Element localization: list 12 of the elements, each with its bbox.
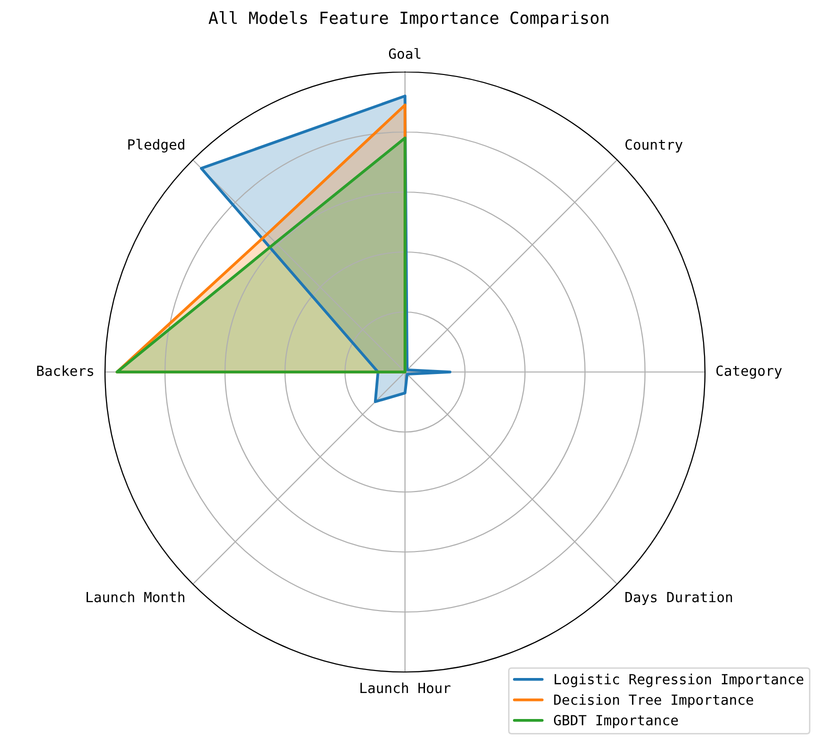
- spoke-label: Category: [716, 365, 782, 379]
- spoke-label: Backers: [37, 365, 94, 376]
- legend-label: Decision Tree Importance: [554, 694, 754, 708]
- spoke-label: Country: [625, 139, 682, 152]
- chart-title: All Models Feature Importance Comparison: [208, 11, 608, 28]
- legend-label: GBDT Importance: [554, 714, 678, 728]
- spoke-label: Days Duration: [625, 592, 732, 606]
- legend-label: Logistic Regression Importance: [554, 674, 804, 688]
- spoke-label: Goal: [388, 48, 420, 59]
- spoke-label: Launch Month: [86, 592, 184, 602]
- spoke-label: Pledged: [128, 138, 184, 152]
- spoke-label: Launch Hour: [360, 682, 450, 694]
